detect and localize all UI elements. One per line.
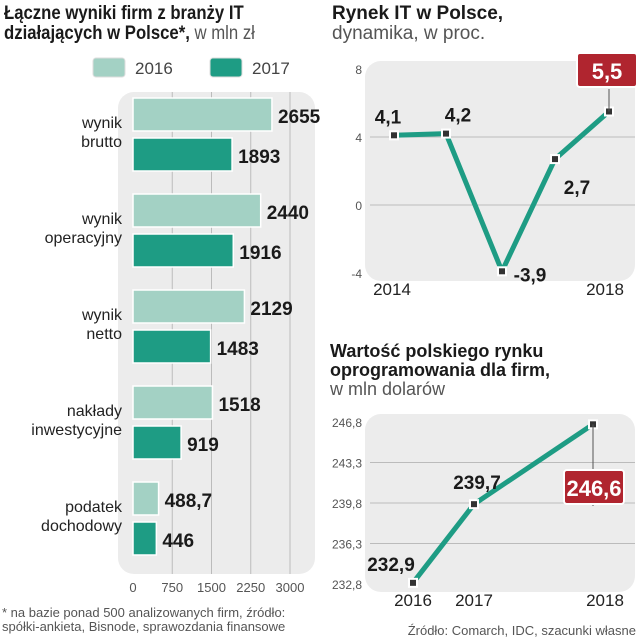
it-market-chart-data-label: 2,7 (564, 178, 590, 199)
software-market-chart-x-tick-label: 2018 (586, 591, 624, 610)
software-market-chart-y-tick-label: 246,8 (332, 416, 362, 430)
software-market-chart-data-point (408, 577, 418, 588)
it-market-chart-y-tick-label: -4 (351, 267, 362, 281)
it-market-chart-data-label: 4,1 (375, 107, 402, 128)
it-market-chart-y-tick-label: 8 (355, 63, 362, 77)
software-market-chart-y-tick-label: 239,8 (332, 497, 362, 511)
x-tick-label: 1500 (197, 580, 226, 595)
software-market-chart-data-label: 239,7 (453, 473, 501, 494)
category-label: operacyjny (45, 230, 122, 247)
category-label: wynik (81, 115, 123, 132)
it-market-chart-data-label: 5,5 (592, 59, 623, 84)
software-market-chart-y-tick-label: 243,3 (332, 457, 362, 471)
it-market-chart-data-point (497, 266, 507, 277)
bar-2016 (132, 97, 273, 132)
it-market-chart-highlight-box (576, 52, 638, 88)
category-label: brutto (81, 134, 122, 151)
it-market-chart-data-label: -3,9 (514, 265, 547, 286)
bar-value-label: 488,7 (165, 491, 213, 512)
category-label: nakłady (67, 403, 122, 420)
category-label: dochodowy (41, 518, 122, 535)
software-market-chart-x-tick-label: 2016 (394, 591, 432, 610)
software-market-chart-data-point (469, 499, 479, 510)
bar-2016 (132, 289, 246, 324)
line-chart-1-title: Rynek IT w Polsce, dynamika, w proc. (332, 3, 504, 44)
it-market-chart-data-point (389, 130, 399, 141)
software-market-chart-data-label: 246,6 (566, 476, 621, 501)
software-market-chart-y-tick-label: 232,8 (332, 578, 362, 592)
legend-label-2017: 2017 (252, 59, 290, 78)
software-market-chart-data-label: 232,9 (367, 555, 415, 576)
line-chart-2-title: Wartość polskiego rynku oprogramowania dl… (330, 341, 551, 399)
bar-value-label: 2129 (250, 299, 292, 320)
category-label: wynik (81, 307, 123, 324)
source-note: Źródło: Comarch, IDC, szacunki własne (407, 623, 636, 638)
bar-value-label: 2440 (267, 203, 309, 224)
bar-2016 (132, 481, 160, 516)
bar-2017 (132, 329, 212, 364)
it-market-chart-x-tick-label: 2014 (373, 280, 411, 299)
x-tick-label: 2250 (236, 580, 265, 595)
x-tick-label: 3000 (276, 580, 305, 595)
legend-swatch-2016 (92, 57, 126, 78)
software-market-chart-highlight-box (563, 469, 625, 505)
it-market-chart-data-point (550, 154, 560, 165)
legend-label-2016: 2016 (135, 59, 173, 78)
bar-2016 (132, 193, 262, 228)
category-label: inwestycyjne (31, 422, 122, 439)
bar-2017 (132, 425, 182, 460)
bar-chart-title: Łączne wyniki firm z branży IT działający… (4, 3, 255, 44)
bar-value-label: 446 (162, 531, 194, 552)
category-label: netto (86, 326, 122, 343)
bar-2017 (132, 137, 233, 172)
bar-value-label: 1916 (239, 243, 281, 264)
software-market-chart-x-tick-label: 2017 (455, 591, 493, 610)
bar-value-label: 2655 (278, 107, 321, 128)
legend-swatch-2017 (209, 57, 243, 78)
it-market-chart-data-point (441, 128, 451, 139)
x-tick-label: 0 (129, 580, 136, 595)
software-market-chart-y-tick-label: 236,3 (332, 538, 362, 552)
bar-2016 (132, 385, 214, 420)
category-label: podatek (65, 499, 123, 516)
footnote: * na bazie ponad 500 analizowanych firm,… (2, 605, 286, 634)
bar-value-label: 1483 (217, 339, 259, 360)
bar-value-label: 1518 (218, 395, 260, 416)
category-label: wynik (81, 211, 123, 228)
it-market-chart-data-label: 4,2 (445, 106, 471, 127)
x-tick-label: 750 (161, 580, 183, 595)
bar-value-label: 919 (187, 435, 219, 456)
it-market-chart-x-tick-label: 2018 (586, 280, 624, 299)
bar-2017 (132, 233, 235, 268)
bar-value-label: 1893 (238, 147, 280, 168)
it-market-chart-y-tick-label: 0 (355, 199, 362, 213)
it-market-chart-plot-background (365, 61, 635, 281)
it-market-chart-y-tick-label: 4 (355, 131, 362, 145)
bar-2017 (132, 521, 158, 556)
